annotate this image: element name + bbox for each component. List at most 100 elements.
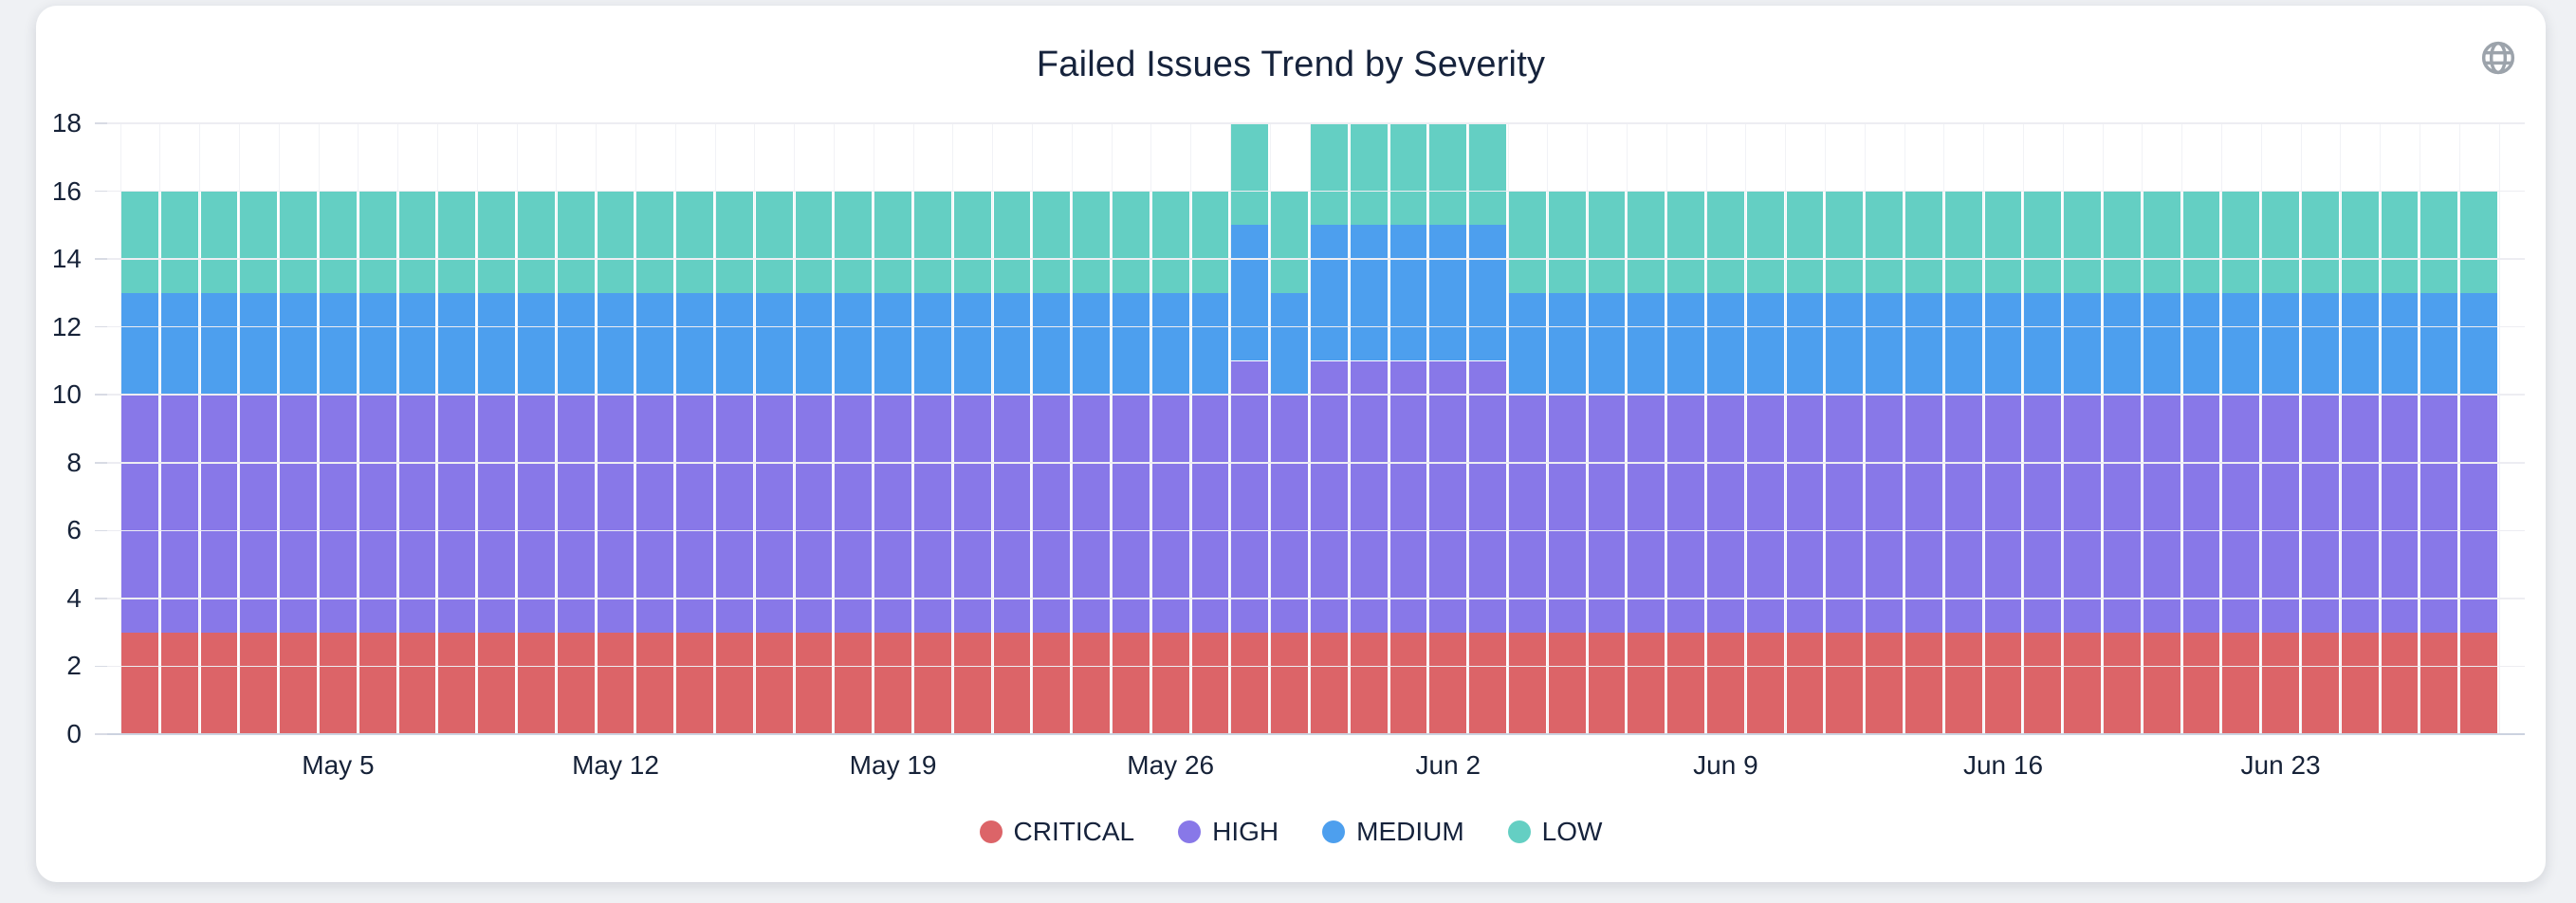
bar-segment-critical[interactable] xyxy=(398,632,436,734)
bar-segment-high[interactable] xyxy=(597,395,635,633)
bar-segment-critical[interactable] xyxy=(2182,632,2220,734)
bar-segment-critical[interactable] xyxy=(1151,632,1189,734)
bar-segment-medium[interactable] xyxy=(1707,292,1744,396)
bar-segment-medium[interactable] xyxy=(1271,292,1308,396)
bar-segment-low[interactable] xyxy=(2104,191,2141,293)
bar-segment-high[interactable] xyxy=(1866,395,1903,633)
bar-segment-critical[interactable] xyxy=(359,632,396,734)
bar-segment-low[interactable] xyxy=(320,191,357,293)
bar[interactable] xyxy=(1191,123,1229,734)
bar[interactable] xyxy=(438,123,476,734)
bar-segment-medium[interactable] xyxy=(953,292,991,396)
bar-segment-high[interactable] xyxy=(1588,395,1626,633)
bar-segment-medium[interactable] xyxy=(1866,292,1903,396)
bar[interactable] xyxy=(1350,123,1388,734)
bar[interactable] xyxy=(557,123,595,734)
bar-segment-medium[interactable] xyxy=(716,292,753,396)
bar[interactable] xyxy=(2143,123,2180,734)
bar-segment-high[interactable] xyxy=(160,395,198,633)
bar-segment-critical[interactable] xyxy=(240,632,278,734)
bar[interactable] xyxy=(2222,123,2260,734)
bar-segment-critical[interactable] xyxy=(1826,632,1864,734)
bar-segment-low[interactable] xyxy=(121,191,158,293)
bar-segment-high[interactable] xyxy=(200,395,238,633)
bar-segment-medium[interactable] xyxy=(200,292,238,396)
bar[interactable] xyxy=(716,123,753,734)
bar-segment-critical[interactable] xyxy=(953,632,991,734)
bar-segment-low[interactable] xyxy=(1469,123,1506,226)
bar-segment-high[interactable] xyxy=(2104,395,2141,633)
bar-segment-high[interactable] xyxy=(795,395,833,633)
bar-segment-medium[interactable] xyxy=(1311,225,1348,361)
bar[interactable] xyxy=(359,123,396,734)
bar-segment-medium[interactable] xyxy=(2222,292,2260,396)
bar-segment-critical[interactable] xyxy=(200,632,238,734)
bar-segment-high[interactable] xyxy=(1033,395,1071,633)
bar-segment-medium[interactable] xyxy=(478,292,515,396)
bar-segment-critical[interactable] xyxy=(160,632,198,734)
bar-segment-high[interactable] xyxy=(478,395,515,633)
bar[interactable] xyxy=(1746,123,1784,734)
bar-segment-high[interactable] xyxy=(557,395,595,633)
bar-segment-medium[interactable] xyxy=(636,292,674,396)
bar-segment-critical[interactable] xyxy=(2302,632,2339,734)
bar-segment-low[interactable] xyxy=(1231,123,1269,226)
bar[interactable] xyxy=(993,123,1031,734)
bar-segment-low[interactable] xyxy=(2341,191,2379,293)
bar-segment-low[interactable] xyxy=(1905,191,1942,293)
bar-segment-high[interactable] xyxy=(280,395,317,633)
bar-segment-low[interactable] xyxy=(1707,191,1744,293)
bar-segment-high[interactable] xyxy=(2222,395,2260,633)
bar[interactable] xyxy=(1113,123,1150,734)
bar-segment-high[interactable] xyxy=(1786,395,1824,633)
bar-segment-low[interactable] xyxy=(993,191,1031,293)
bar[interactable] xyxy=(1509,123,1546,734)
bar-segment-low[interactable] xyxy=(398,191,436,293)
bar-segment-low[interactable] xyxy=(2460,191,2497,293)
bar[interactable] xyxy=(121,123,158,734)
bar-segment-critical[interactable] xyxy=(874,632,911,734)
bar[interactable] xyxy=(2381,123,2419,734)
bar-segment-low[interactable] xyxy=(518,191,555,293)
bar-segment-low[interactable] xyxy=(160,191,198,293)
bar[interactable] xyxy=(914,123,951,734)
bar[interactable] xyxy=(1707,123,1744,734)
bar-segment-critical[interactable] xyxy=(1905,632,1942,734)
bar-segment-medium[interactable] xyxy=(1786,292,1824,396)
bar-segment-high[interactable] xyxy=(2381,395,2419,633)
globe-button[interactable] xyxy=(2479,39,2517,77)
bar[interactable] xyxy=(2460,123,2497,734)
bar-segment-high[interactable] xyxy=(398,395,436,633)
bar-segment-medium[interactable] xyxy=(676,292,713,396)
bar-segment-medium[interactable] xyxy=(1191,292,1229,396)
bar-segment-medium[interactable] xyxy=(993,292,1031,396)
bar-segment-medium[interactable] xyxy=(2460,292,2497,396)
bar-segment-high[interactable] xyxy=(438,395,476,633)
bar-segment-critical[interactable] xyxy=(1628,632,1665,734)
bar-segment-critical[interactable] xyxy=(716,632,753,734)
bar-segment-low[interactable] xyxy=(438,191,476,293)
bar-segment-medium[interactable] xyxy=(2420,292,2458,396)
bar-segment-low[interactable] xyxy=(716,191,753,293)
bar-segment-medium[interactable] xyxy=(2104,292,2141,396)
bar[interactable] xyxy=(1271,123,1308,734)
bar-segment-high[interactable] xyxy=(1509,395,1546,633)
bar-segment-medium[interactable] xyxy=(398,292,436,396)
bar-segment-medium[interactable] xyxy=(518,292,555,396)
bar-segment-high[interactable] xyxy=(2341,395,2379,633)
bar[interactable] xyxy=(2341,123,2379,734)
bar-segment-medium[interactable] xyxy=(795,292,833,396)
bar-segment-high[interactable] xyxy=(518,395,555,633)
bar-segment-high[interactable] xyxy=(636,395,674,633)
bar-segment-low[interactable] xyxy=(597,191,635,293)
bar[interactable] xyxy=(518,123,555,734)
bar-segment-medium[interactable] xyxy=(2381,292,2419,396)
bar[interactable] xyxy=(1944,123,1982,734)
bar-segment-low[interactable] xyxy=(2420,191,2458,293)
bar-segment-high[interactable] xyxy=(1469,360,1506,633)
bar-segment-medium[interactable] xyxy=(438,292,476,396)
bar-segment-low[interactable] xyxy=(2262,191,2299,293)
bar-segment-high[interactable] xyxy=(1667,395,1704,633)
bar[interactable] xyxy=(1866,123,1903,734)
bar-segment-low[interactable] xyxy=(1548,191,1586,293)
